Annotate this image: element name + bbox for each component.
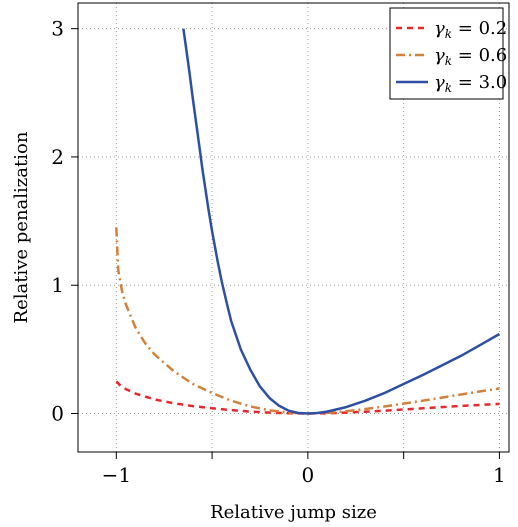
- legend: γk = 0.2 γk = 0.6 γk = 3.0: [389, 7, 507, 100]
- legend-label: γk = 3.0: [434, 72, 507, 95]
- x-axis-label: Relative jump size: [210, 502, 377, 523]
- plot-frame: [77, 2, 510, 453]
- series-line: [115, 227, 500, 415]
- y-tick-label: 0: [51, 402, 64, 426]
- series-lines: [115, 28, 501, 415]
- x-tick-label: −1: [102, 463, 131, 487]
- legend-box: [389, 7, 504, 100]
- axis-ticks: −1 0 1 0 1 2 3: [51, 17, 506, 487]
- legend-label: γk = 0.6: [434, 45, 507, 68]
- y-tick-label: 3: [51, 17, 64, 41]
- legend-label: γk = 0.2: [434, 18, 507, 41]
- x-tick-label: 1: [493, 463, 506, 487]
- y-axis-label: Relative penalization: [11, 131, 32, 323]
- series-line: [182, 28, 501, 415]
- x-tick-label: 0: [301, 463, 314, 487]
- y-tick-label: 2: [51, 145, 64, 169]
- y-tick-label: 1: [51, 273, 64, 297]
